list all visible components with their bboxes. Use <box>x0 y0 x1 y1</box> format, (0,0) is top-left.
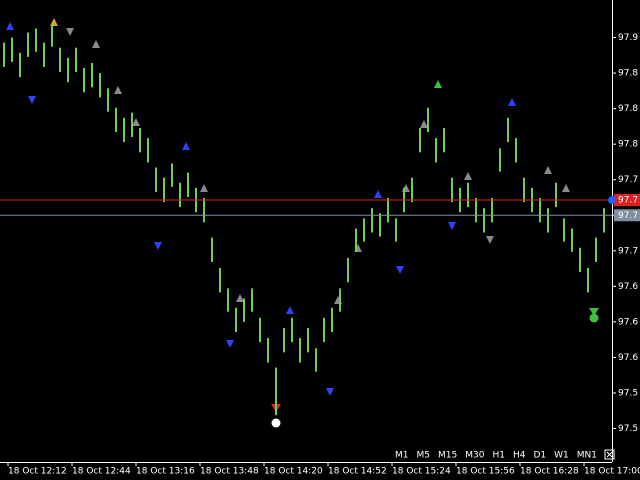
timeframe-button[interactable]: M15 <box>438 451 457 461</box>
x-tick-label: 18 Oct 15:24 <box>392 467 451 477</box>
y-tick-label: 97.5 <box>618 424 638 434</box>
x-tick-label: 18 Oct 13:16 <box>136 467 195 477</box>
x-tick-label: 18 Oct 13:48 <box>200 467 259 477</box>
y-tick-label: 97.8 <box>618 104 638 114</box>
x-tick-label: 18 Oct 16:28 <box>520 467 579 477</box>
x-tick-label: 18 Oct 14:20 <box>264 467 323 477</box>
timeframe-button[interactable]: M1 <box>395 451 409 461</box>
y-tick-label: 97.7 <box>618 175 638 185</box>
price-label: 97.7 <box>618 211 638 221</box>
y-tick-label: 97.9 <box>618 33 638 43</box>
timeframe-button[interactable]: MN1 <box>577 451 597 461</box>
x-tick-label: 18 Oct 15:56 <box>456 467 515 477</box>
timeframe-button[interactable]: W1 <box>554 451 569 461</box>
y-tick-label: 97.7 <box>618 246 638 256</box>
y-tick-label: 97.5 <box>618 388 638 398</box>
x-tick-label: 18 Oct 14:52 <box>328 467 387 477</box>
y-tick-label: 97.8 <box>618 140 638 150</box>
marker-dot <box>271 418 281 428</box>
y-tick-label: 97.6 <box>618 317 638 327</box>
price-label-box <box>614 209 640 222</box>
y-tick-label: 97.6 <box>618 353 638 363</box>
timeframe-button[interactable]: M30 <box>465 451 484 461</box>
close-icon <box>606 451 613 458</box>
timeframe-button[interactable]: H4 <box>513 451 526 461</box>
y-tick-label: 97.8 <box>618 69 638 79</box>
x-tick-label: 18 Oct 12:44 <box>72 467 131 477</box>
line-handle <box>608 196 616 205</box>
y-tick-label: 97.6 <box>618 282 638 292</box>
timeframe-button[interactable]: D1 <box>533 451 546 461</box>
price-label-box <box>614 194 640 207</box>
price-label: 97.7 <box>618 196 638 206</box>
x-tick-label: 18 Oct 12:12 <box>8 467 67 477</box>
timeframe-button[interactable]: H1 <box>492 451 505 461</box>
close-button[interactable] <box>604 449 615 460</box>
marker-dot <box>589 313 599 323</box>
x-tick-label: 18 Oct 17:00 <box>584 467 640 477</box>
timeframe-button[interactable]: M5 <box>417 451 431 461</box>
